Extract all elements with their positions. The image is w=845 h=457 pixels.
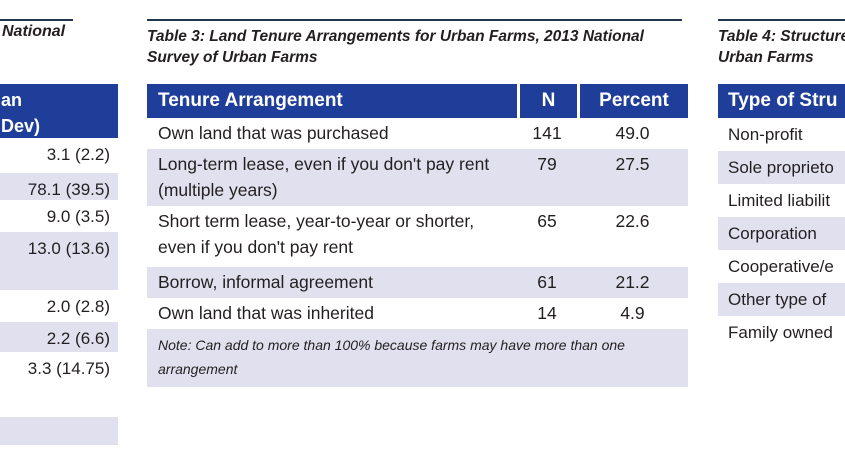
n-cell: 79 xyxy=(537,154,557,174)
tenure-cell: Short term lease, year-to-year or shorte… xyxy=(158,211,475,257)
tenure-cell: Own land that was purchased xyxy=(158,123,389,143)
left-table-row: 3.3 (14.75) xyxy=(27,359,110,378)
table-row: Non-profit xyxy=(728,125,803,144)
top-rule-left xyxy=(0,19,73,21)
table-row: Long-term lease, even if you don't pay r… xyxy=(147,149,688,206)
n-cell: 65 xyxy=(537,211,557,231)
n-cell: 141 xyxy=(532,123,562,143)
table4-body: Non-profit Sole proprieto Limited liabilit… xyxy=(718,118,845,349)
left-table-header: an Dev) xyxy=(0,84,118,138)
table4: Table 4: Structure Urban Farms Type of S… xyxy=(718,0,845,457)
left-table-header-line2: Dev) xyxy=(1,116,41,136)
left-table-row: 2.2 (6.6) xyxy=(0,322,118,352)
table4-title-line2: Urban Farms xyxy=(718,49,814,66)
table-row: Family owned xyxy=(728,323,833,342)
table-row: Own land that was purchased 141 49.0 xyxy=(147,118,688,149)
n-cell: 61 xyxy=(537,272,557,292)
table3-header-tenure: Tenure Arrangement xyxy=(158,90,343,111)
left-table-row: 2.0 (2.8) xyxy=(46,297,110,316)
table4-title: Table 4: Structure Urban Farms xyxy=(718,26,845,68)
table3-header-row: Tenure Arrangement N Percent xyxy=(147,84,688,118)
table4-title-line1: Table 4: Structure xyxy=(718,28,845,45)
table-row: Cooperative/e xyxy=(728,257,834,276)
table-row: Borrow, informal agreement 61 21.2 xyxy=(147,267,688,298)
table3-header-n: N xyxy=(517,84,577,118)
n-cell: 14 xyxy=(537,303,557,323)
percent-cell: 22.6 xyxy=(615,211,650,231)
left-table-row: 3.1 (2.2) xyxy=(46,145,110,164)
left-table-header-line1: an xyxy=(1,90,23,110)
table3-title: Table 3: Land Tenure Arrangements for Ur… xyxy=(147,28,644,66)
tenure-cell: Own land that was inherited xyxy=(158,303,374,323)
percent-cell: 4.9 xyxy=(620,303,645,323)
top-rule-middle xyxy=(147,19,682,21)
tenure-cell: Borrow, informal agreement xyxy=(158,272,373,292)
percent-cell: 21.2 xyxy=(615,272,650,292)
left-table-row xyxy=(0,417,118,445)
table3-note: Note: Can add to more than 100% because … xyxy=(147,329,688,387)
table-row: Short term lease, year-to-year or shorte… xyxy=(147,206,688,267)
table-row: Limited liabilit xyxy=(728,191,831,210)
table-row: Own land that was inherited 14 4.9 xyxy=(147,298,688,329)
table-row: Corporation xyxy=(718,217,845,250)
percent-cell: 49.0 xyxy=(615,123,650,143)
table3-header-percent: Percent xyxy=(577,84,688,118)
table-row: Other type of xyxy=(718,283,845,316)
percent-cell: 27.5 xyxy=(615,154,650,174)
left-table-row: 9.0 (3.5) xyxy=(46,207,110,226)
left-table-row: 13.0 (13.6) xyxy=(0,232,118,290)
top-rule-right xyxy=(718,19,845,21)
left-table-title: National xyxy=(2,23,66,40)
table-row: Sole proprieto xyxy=(718,151,845,184)
table4-header-row: Type of Stru xyxy=(718,84,845,118)
table3-body: Own land that was purchased 141 49.0 Long-t… xyxy=(147,118,688,329)
tenure-cell: Long-term lease, even if you don't pay r… xyxy=(158,154,490,200)
table3: Tenure Arrangement N Percent Own land th… xyxy=(147,84,688,387)
left-table-row: 78.1 (39.5) xyxy=(0,173,118,200)
